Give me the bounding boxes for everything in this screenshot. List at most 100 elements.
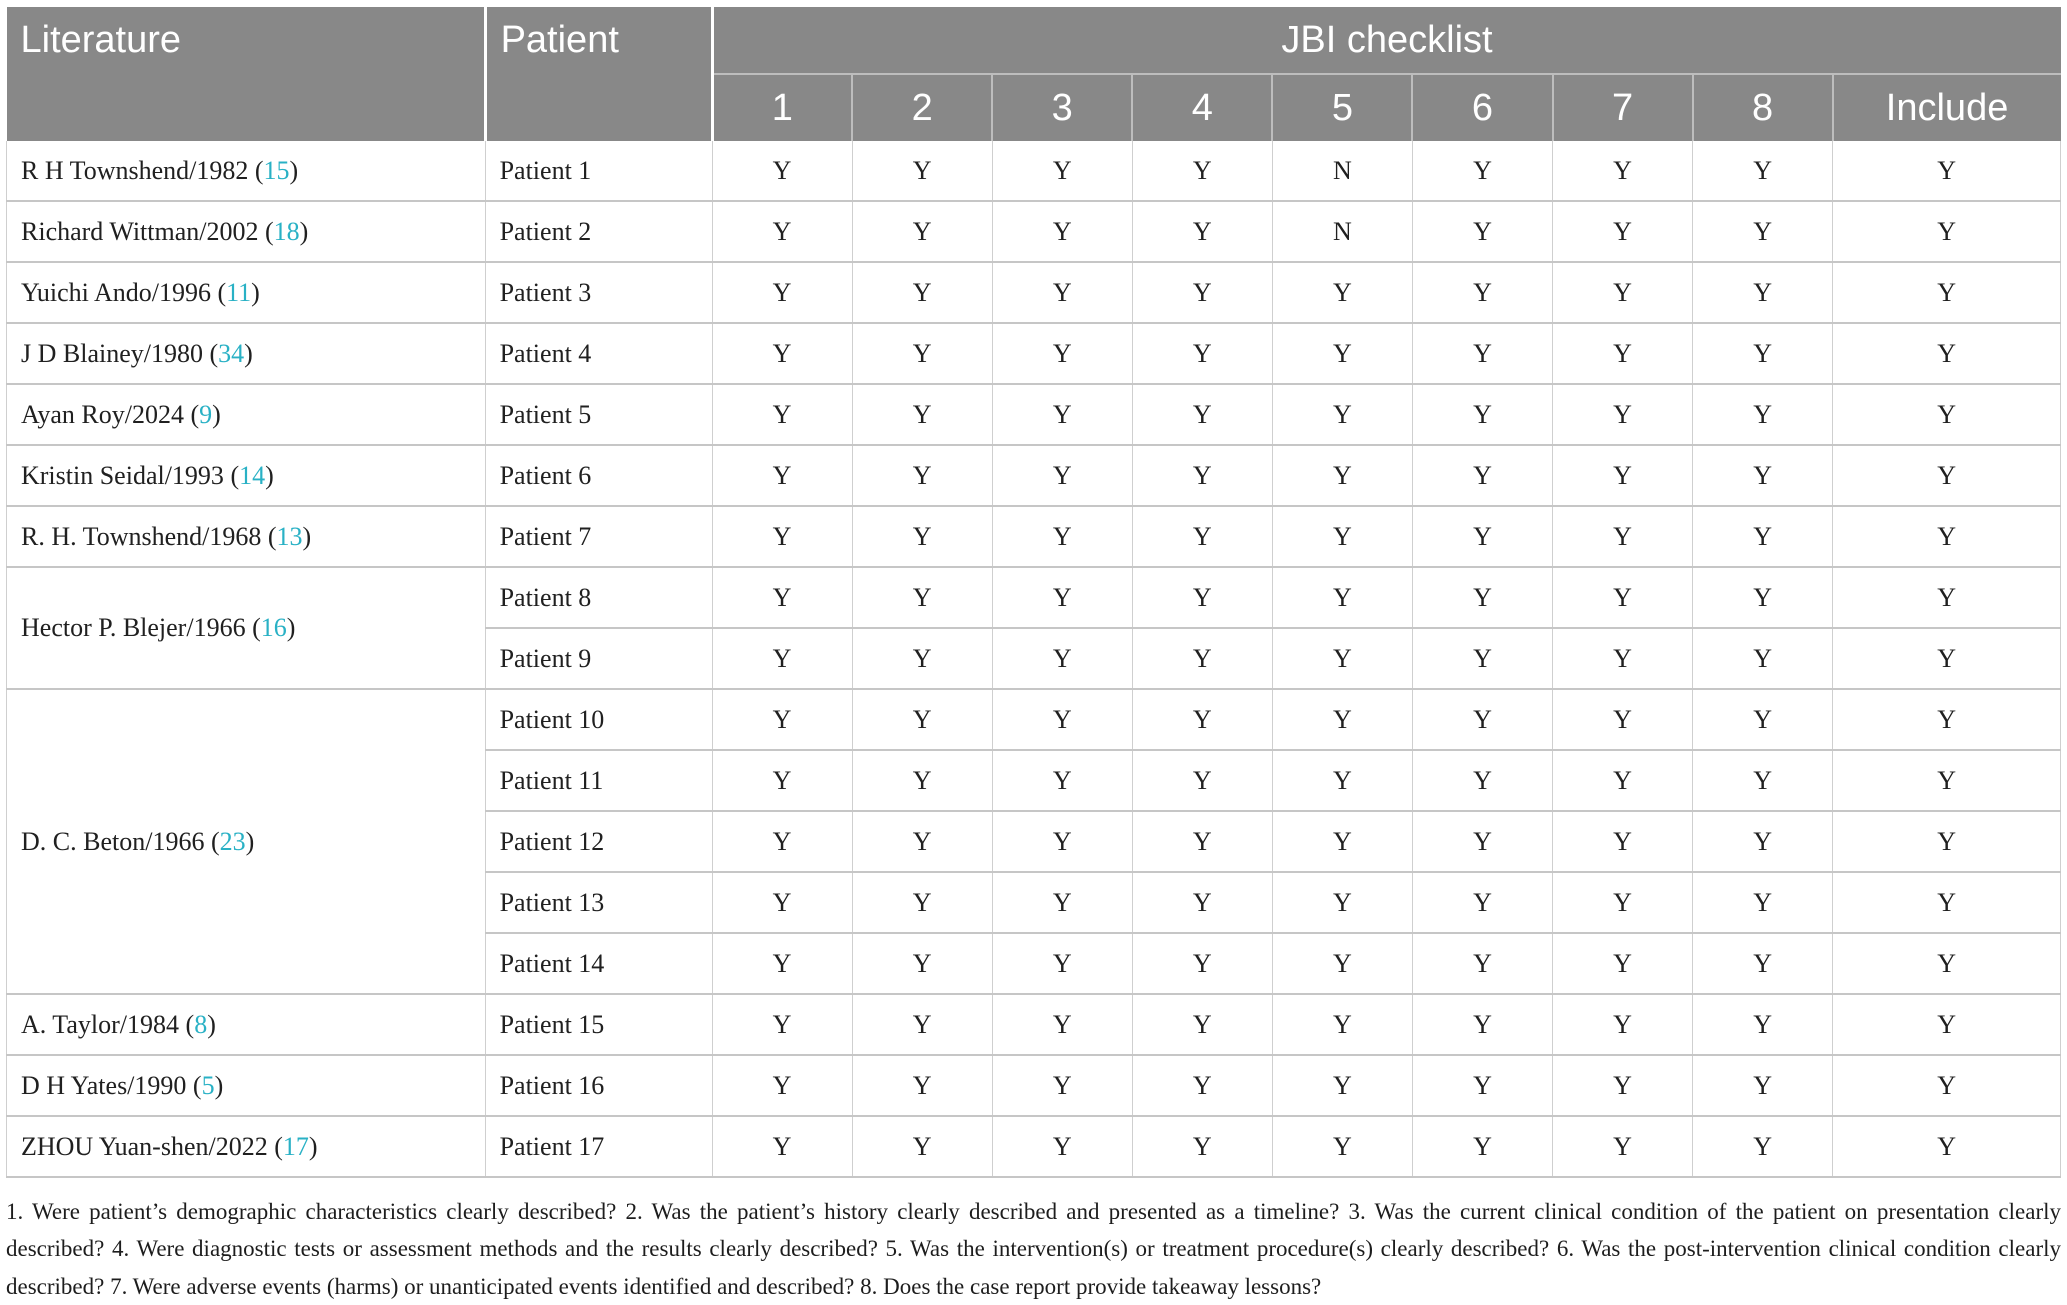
patient-cell: Patient 16	[484, 1054, 713, 1117]
literature-cell: D H Yates/1990 (5)	[6, 1054, 486, 1117]
checklist-value-cell: Y	[851, 322, 993, 385]
literature-cell: ZHOU Yuan-shen/2022 (17)	[6, 1115, 486, 1178]
checklist-value-cell: Y	[1271, 993, 1413, 1056]
checklist-value-cell: Y	[851, 141, 993, 202]
patient-cell: Patient 12	[484, 810, 713, 873]
checklist-value-cell: Y	[711, 932, 853, 995]
checklist-value-cell: Y	[1131, 688, 1273, 751]
literature-cell: R. H. Townshend/1968 (13)	[6, 505, 486, 568]
checklist-value-cell: Y	[1271, 749, 1413, 812]
include-cell: Y	[1832, 566, 2061, 629]
literature-text: A. Taylor/1984	[21, 1009, 180, 1039]
column-header-3: 3	[991, 74, 1133, 141]
checklist-value-cell: Y	[1692, 932, 1834, 995]
checklist-value-cell: Y	[991, 383, 1133, 446]
citation-link[interactable]: 17	[282, 1131, 309, 1161]
checklist-value-cell: Y	[1271, 444, 1413, 507]
patient-cell: Patient 14	[484, 932, 713, 995]
citation-link[interactable]: 13	[276, 521, 303, 551]
checklist-value-cell: Y	[1692, 993, 1834, 1056]
include-cell: Y	[1832, 200, 2061, 263]
checklist-value-cell: Y	[1551, 566, 1694, 629]
column-header-6: 6	[1411, 74, 1553, 141]
citation-link[interactable]: 9	[199, 399, 213, 429]
checklist-value-cell: Y	[1271, 505, 1413, 568]
citation-link[interactable]: 34	[218, 338, 245, 368]
checklist-value-cell: Y	[1131, 1054, 1273, 1117]
citation-link[interactable]: 11	[226, 277, 252, 307]
checklist-value-cell: Y	[1411, 444, 1554, 507]
checklist-value-cell: Y	[1131, 444, 1273, 507]
checklist-value-cell: Y	[1551, 322, 1694, 385]
checklist-value-cell: Y	[1271, 1054, 1413, 1117]
literature-cell: Kristin Seidal/1993 (14)	[6, 444, 486, 507]
checklist-value-cell: Y	[1271, 871, 1413, 934]
checklist-value-cell: Y	[711, 444, 853, 507]
include-cell: Y	[1832, 322, 2061, 385]
table-row: Patient 11 Y Y Y Y Y Y Y Y Y	[7, 749, 2061, 812]
checklist-value-cell: Y	[711, 566, 853, 629]
checklist-value-cell: Y	[851, 810, 993, 873]
checklist-value-cell: Y	[991, 566, 1133, 629]
checklist-value-cell: Y	[991, 261, 1133, 324]
literature-text: Yuichi Ando/1996	[21, 277, 211, 307]
checklist-value-cell: Y	[991, 993, 1133, 1056]
checklist-value-cell: Y	[991, 200, 1133, 263]
include-cell: Y	[1832, 871, 2061, 934]
checklist-value-cell: Y	[711, 993, 853, 1056]
checklist-value-cell: Y	[851, 444, 993, 507]
checklist-value-cell: Y	[1692, 444, 1834, 507]
checklist-value-cell: Y	[1131, 993, 1273, 1056]
include-cell: Y	[1832, 1054, 2061, 1117]
checklist-value-cell: Y	[851, 749, 993, 812]
checklist-value-cell: Y	[1131, 566, 1273, 629]
checklist-value-cell: Y	[1271, 383, 1413, 446]
citation-link[interactable]: 18	[273, 216, 300, 246]
checklist-value-cell: Y	[711, 505, 853, 568]
literature-text: ZHOU Yuan-shen/2022	[21, 1131, 268, 1161]
checklist-value-cell: Y	[1271, 1115, 1413, 1178]
checklist-value-cell: Y	[1692, 688, 1834, 751]
checklist-value-cell: Y	[1692, 383, 1834, 446]
literature-text: R. H. Townshend/1968	[21, 521, 262, 551]
citation-link[interactable]: 23	[219, 826, 246, 856]
checklist-value-cell: Y	[991, 932, 1133, 995]
literature-cell: Yuichi Ando/1996 (11)	[6, 261, 486, 324]
citation-link[interactable]: 8	[194, 1009, 208, 1039]
column-header-include: Include	[1831, 74, 2061, 141]
checklist-value-cell: Y	[1411, 505, 1554, 568]
checklist-value-cell: Y	[1411, 993, 1554, 1056]
checklist-value-cell: Y	[991, 322, 1133, 385]
column-header-literature: Literature	[6, 7, 487, 141]
citation-link[interactable]: 15	[263, 155, 290, 185]
checklist-value-cell: Y	[1411, 688, 1554, 751]
checklist-value-cell: Y	[991, 749, 1133, 812]
citation-link[interactable]: 16	[260, 613, 287, 642]
checklist-value-cell: Y	[1551, 444, 1694, 507]
checklist-value-cell: Y	[1692, 566, 1834, 629]
checklist-value-cell: Y	[1692, 749, 1834, 812]
column-header-4: 4	[1131, 74, 1273, 141]
checklist-value-cell: Y	[851, 871, 993, 934]
column-header-8: 8	[1691, 74, 1833, 141]
citation-link[interactable]: 5	[201, 1070, 215, 1100]
literature-cell: J D Blainey/1980 (34)	[6, 322, 486, 385]
checklist-value-cell: Y	[1411, 810, 1554, 873]
checklist-value-cell: Y	[1131, 261, 1273, 324]
checklist-value-cell: Y	[991, 688, 1133, 751]
checklist-value-cell: Y	[1271, 627, 1413, 690]
checklist-value-cell: Y	[1131, 749, 1273, 812]
citation-link[interactable]: 14	[239, 460, 266, 490]
checklist-value-cell: Y	[851, 627, 993, 690]
checklist-value-cell: Y	[1411, 566, 1554, 629]
checklist-value-cell: Y	[1692, 627, 1834, 690]
checklist-value-cell: Y	[1411, 383, 1554, 446]
checklist-value-cell: Y	[1551, 261, 1694, 324]
checklist-value-cell: Y	[1551, 810, 1694, 873]
checklist-value-cell: N	[1271, 141, 1413, 202]
